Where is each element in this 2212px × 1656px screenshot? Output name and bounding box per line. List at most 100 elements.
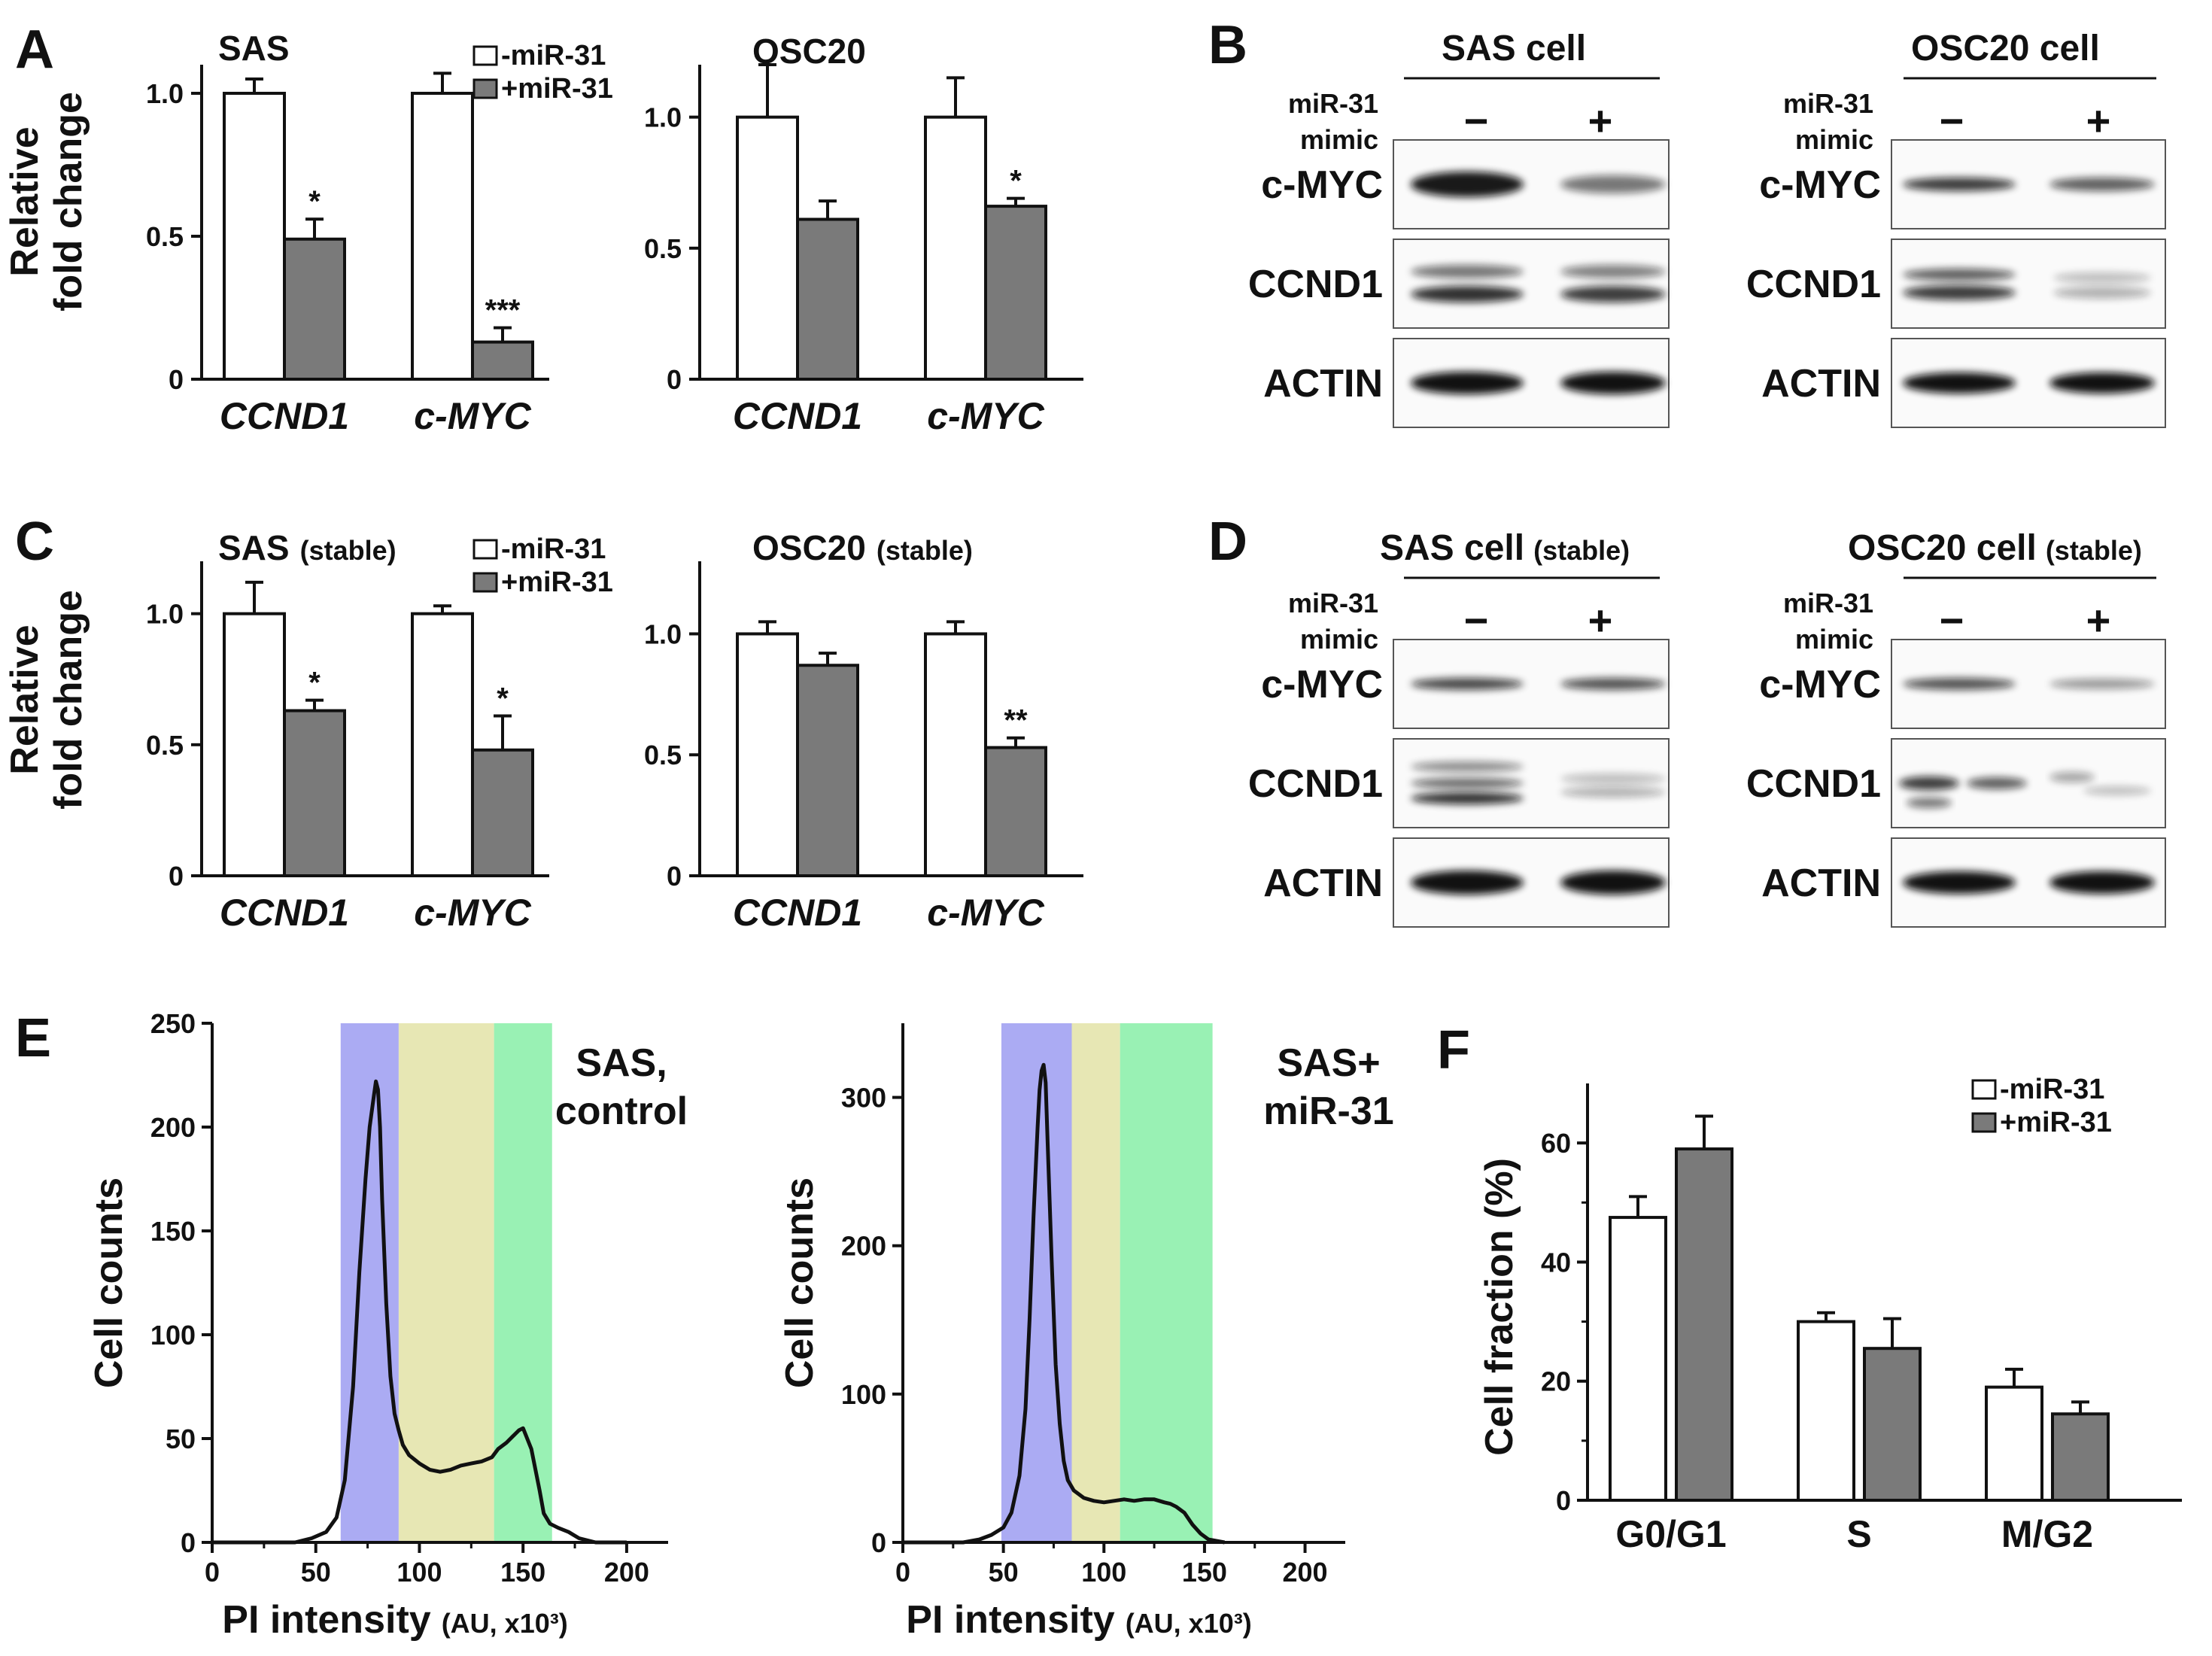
protein-band [1903,372,2016,393]
category-label: CCND1 [220,395,349,437]
significance-mark: * [497,682,509,716]
blot-title: OSC20 cell [1911,29,2100,68]
y-tick-label: 40 [1541,1247,1571,1278]
gate-g1 [340,1023,399,1542]
significance-mark: ** [1004,704,1028,737]
bar-plus-mir31 [984,205,1047,381]
gate-s [398,1023,494,1542]
significance-mark: * [1010,165,1022,198]
x-tick-label: 50 [301,1557,331,1588]
lane-plus-sign: + [2086,97,2111,144]
protein-band [1903,871,2016,894]
legend-label-plus: +miR-31 [501,73,613,105]
legend: -miR-31+miR-31 [1971,1074,2112,1138]
x-tick-label: 150 [1182,1557,1227,1588]
y-axis-label: fold change [47,92,90,311]
protein-band [1903,285,2016,300]
protein-band [1411,265,1524,278]
y-tick-label: 0.5 [644,740,682,770]
panel-letter: B [1208,15,1247,75]
legend-label-plus: +miR-31 [501,567,613,598]
bar-minus-mir31 [411,612,474,878]
bar-minus-mir31 [1797,1320,1855,1502]
blot-row-label: ACTIN [1761,362,1881,406]
y-tick-label: 0.5 [146,730,184,761]
protein-band [1411,678,1524,690]
y-tick-label: 0 [181,1527,196,1558]
blot-row-label: c-MYC [1261,663,1383,706]
y-axis-label: Cell counts [778,1177,822,1388]
bar-chart: 0 20 40 60 G0/G1 S M/G2 Cell fraction (%) -miR-3… [1478,1074,2182,1555]
category-label: CCND1 [733,892,862,934]
x-tick-label: 50 [989,1557,1019,1588]
mimic-label: miR-31 [1288,88,1378,119]
bar-chart: SAS (stable) 0 0.5 1.0 * CCND1 * c-MYC [146,528,549,934]
protein-band [1411,372,1524,394]
x-tick-label: 150 [500,1557,545,1588]
category-label: M/G2 [2001,1513,2093,1555]
x-tick-label: 100 [397,1557,442,1588]
category-label: CCND1 [733,395,862,437]
legend-swatch-minus [472,45,498,66]
bar-minus-mir31 [411,92,474,381]
bar-plus-mir31 [471,748,534,877]
histogram: 0 50 100 150 200 250 0 50 100 150 200 SAS,control Ce… [87,1008,688,1642]
bar-chart: OSC20 (stable) 0 0.5 1.0 CCND1 ** c-MYC [644,528,1083,934]
panel-f: F 0 20 40 60 G0/G1 S M/G2 Cell fraction (%) -miR-… [1437,1020,2182,1555]
y-tick-label: 300 [841,1083,886,1114]
panel-e: E 0 50 100 150 200 250 0 50 100 150 200 SAS,control C… [15,1008,1394,1642]
bar-minus-mir31 [736,115,799,381]
protein-band [2053,287,2151,299]
chart-title: SAS [218,29,290,68]
x-tick-label: 200 [1283,1557,1328,1588]
y-tick-label: 1.0 [644,102,682,133]
blot-row-label: CCND1 [1248,762,1383,806]
bar-chart: SAS 0 0.5 1.0 * CCND1 *** c-MYC [146,29,549,437]
x-axis-label-units: (AU, x10³) [1126,1608,1252,1639]
protein-band [1907,798,1952,808]
mimic-label: miR-31 [1288,588,1378,618]
protein-band [1560,787,1666,798]
significance-mark: *** [485,294,521,327]
protein-band [2049,178,2155,191]
bar-minus-mir31 [223,612,286,878]
protein-band [1411,761,1524,772]
lane-plus-sign: + [1588,597,1613,644]
blot-title: SAS cell (stable) [1380,528,1630,568]
chart-title: SAS (stable) [218,528,397,567]
protein-band [2049,372,2155,393]
x-tick-label: 0 [205,1557,220,1588]
y-tick-label: 200 [150,1112,196,1143]
y-tick-label: 0 [1556,1485,1571,1516]
panel-c: C Relative fold change SAS (stable) 0 0.5 1.0 * C… [3,512,1083,934]
y-tick-label: 0 [667,861,682,892]
blot-row-label: CCND1 [1248,263,1383,306]
legend-label-minus: -miR-31 [501,40,606,71]
chart-subtitle: (stable) [877,535,973,566]
protein-band [1903,269,2016,281]
bar-plus-mir31 [796,217,859,381]
protein-band [1560,871,1666,895]
legend-swatch-plus [472,78,498,99]
y-tick-label: 60 [1541,1128,1571,1159]
lane-minus-sign: − [1464,97,1489,144]
legend-label-minus: -miR-31 [2000,1074,2104,1105]
y-axis-label: Cell counts [87,1177,131,1388]
protein-band [1560,678,1666,690]
legend-label-plus: +miR-31 [2000,1107,2112,1138]
blot-row-label: ACTIN [1761,861,1881,905]
legend-swatch-minus [1971,1079,1997,1100]
western-blot: OSC20 cell (stable) miR-31 mimic − + c-MYC CCND… [1746,528,2166,928]
mimic-label: mimic [1300,624,1378,655]
bar-plus-mir31 [283,709,346,877]
y-tick-label: 1.0 [644,618,682,649]
blot-title: OSC20 cell (stable) [1848,528,2142,568]
blot-title: SAS cell [1442,29,1586,68]
y-tick-label: 100 [841,1379,886,1410]
protein-band [1560,265,1666,278]
bar-plus-mir31 [796,664,859,877]
panel-letter: F [1437,1020,1470,1080]
y-tick-label: 0 [871,1527,886,1558]
